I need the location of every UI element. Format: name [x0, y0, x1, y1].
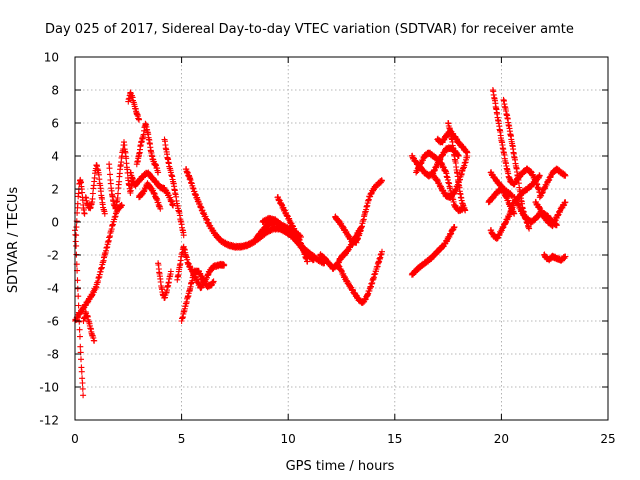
data-series: [334, 248, 385, 306]
data-point-marks: [334, 248, 385, 306]
y-tick-label: 0: [51, 216, 59, 230]
data-point-marks: [136, 180, 164, 212]
data-point-marks: [541, 251, 569, 264]
axis-ticks: [74, 56, 609, 421]
x-tick-label: 25: [600, 432, 615, 446]
y-tick-label: 4: [51, 150, 59, 164]
chart-title: Day 025 of 2017, Sidereal Day-to-day VTE…: [45, 22, 574, 37]
data-series: [127, 169, 177, 209]
data-point-marks: [336, 225, 364, 263]
y-tick-label: -2: [47, 249, 59, 263]
data-point-marks: [174, 243, 228, 292]
y-tick-label: -8: [47, 348, 59, 362]
x-tick-label: 15: [387, 432, 402, 446]
data-point-marks: [133, 120, 162, 176]
y-tick-labels: -12 -10 -8 -6 -4 -2 0 2 4 6 8 10: [39, 51, 59, 428]
data-point-marks: [161, 136, 187, 239]
y-tick-label: -12: [39, 414, 59, 428]
data-series: [434, 128, 471, 156]
data-series: [336, 225, 364, 263]
data-point-marks: [259, 214, 304, 241]
data-point-marks: [408, 224, 458, 278]
y-tick-label: 2: [51, 183, 59, 197]
gridlines: [75, 57, 608, 420]
x-axis-label: GPS time / hours: [286, 459, 395, 474]
data-series: [155, 260, 174, 301]
data-series: [161, 136, 187, 239]
y-tick-label: -6: [47, 315, 59, 329]
data-point-marks: [125, 89, 142, 123]
data-series: [136, 180, 164, 212]
data-point-marks: [155, 260, 174, 301]
data-marks: [72, 87, 569, 399]
plot-frame: [74, 56, 609, 421]
data-point-marks: [178, 267, 217, 324]
y-axis-label: SDTVAR / TECUs: [6, 187, 21, 294]
y-tick-label: 8: [51, 84, 59, 98]
data-series: [82, 162, 108, 217]
data-series: [485, 185, 518, 217]
data-series: [532, 198, 569, 230]
data-point-marks: [127, 169, 177, 209]
x-tick-label: 20: [494, 432, 509, 446]
data-point-marks: [80, 308, 98, 344]
y-tick-label: -4: [47, 282, 59, 296]
x-tick-label: 0: [71, 432, 79, 446]
data-series: [80, 308, 98, 344]
y-tick-label: 6: [51, 117, 59, 131]
data-series: [541, 251, 569, 264]
data-series: [536, 165, 569, 201]
data-point-marks: [532, 198, 569, 230]
y-tick-label: -10: [39, 381, 59, 395]
data-series: [259, 214, 304, 241]
data-series: [174, 243, 228, 292]
data-point-marks: [536, 165, 569, 201]
data-point-marks: [434, 128, 471, 156]
data-point-marks: [485, 185, 518, 217]
y-tick-label: 10: [44, 51, 59, 65]
data-series: [125, 89, 142, 123]
data-series: [133, 120, 162, 176]
x-tick-label: 10: [281, 432, 296, 446]
data-series: [408, 224, 458, 278]
data-series: [178, 267, 217, 324]
x-tick-labels: 0 5 10 15 20 25: [71, 432, 615, 446]
data-point-marks: [82, 162, 108, 217]
x-tick-label: 5: [178, 432, 186, 446]
